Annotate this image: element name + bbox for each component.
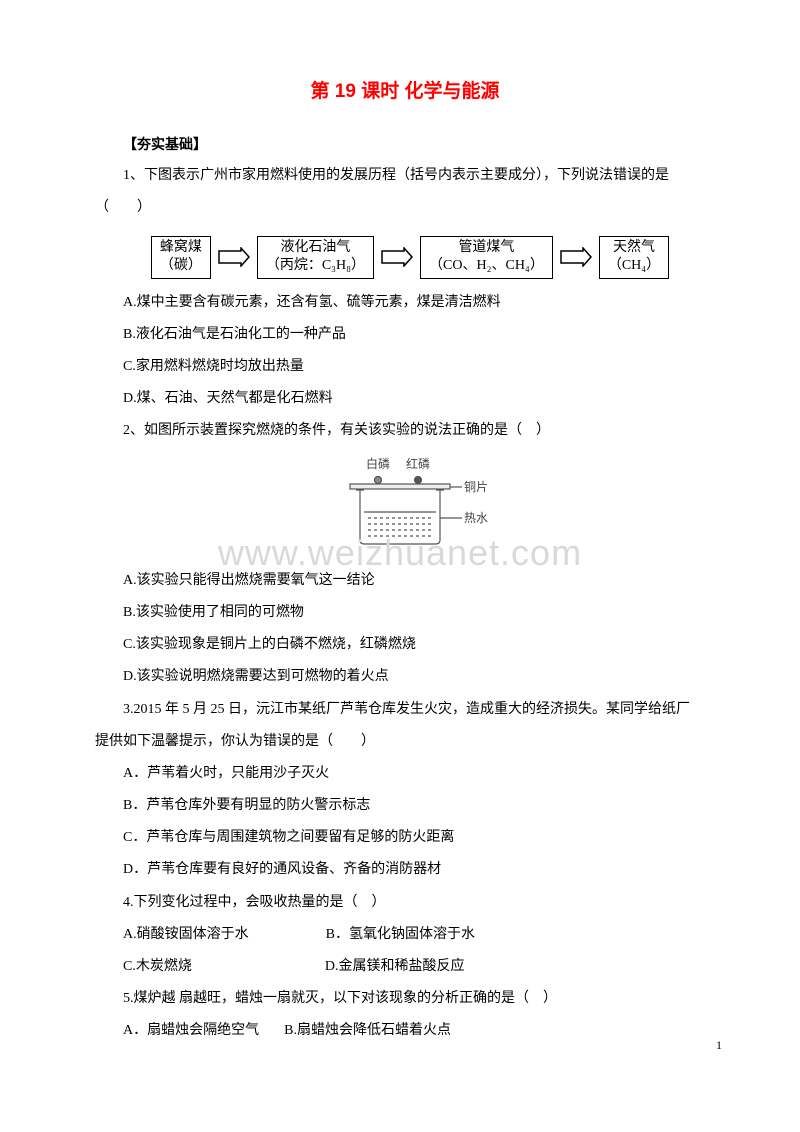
page-title: 第 19 课时 化学与能源 — [95, 70, 715, 114]
q4-stem: 4.下列变化过程中，会吸收热量的是（ ） — [95, 887, 715, 919]
q3-optC: C．芦苇仓库与周围建筑物之间要留有足够的防火距离 — [95, 822, 715, 854]
flow-box-label: （CH₄） — [608, 257, 660, 275]
q5-line1: A．扇蜡烛会隔绝空气 B.扇蜡烛会降低石蜡着火点 — [95, 1015, 715, 1047]
q1-optC: C.家用燃料燃烧时均放出热量 — [95, 351, 715, 383]
section-head: 【夯实基础】 — [95, 128, 715, 160]
q1-stem: 1、下图表示广州市家用燃料使用的发展历程（括号内表示主要成分），下列说法错误的是… — [95, 160, 715, 224]
q4-line1: A.硝酸铵固体溶于水 B．氢氧化钠固体溶于水 — [95, 919, 715, 951]
flow-box-label: 管道煤气 — [429, 239, 544, 257]
flow-box-3: 管道煤气 （CO、H₂、CH₄） — [420, 236, 553, 278]
label-reshui: 热水 — [464, 511, 488, 525]
q4-optC: C.木炭燃烧 — [123, 959, 192, 974]
q1-optB: B.液化石油气是石油化工的一种产品 — [95, 319, 715, 351]
q2-optD: D.该实验说明燃烧需要达到可燃物的着火点 — [95, 661, 715, 693]
label-honglin: 红磷 — [406, 456, 430, 471]
flow-box-2: 液化石油气 （丙烷：C₃H₈） — [257, 236, 374, 278]
flow-box-label: 液化石油气 — [266, 239, 365, 257]
q5-optB: B.扇蜡烛会降低石蜡着火点 — [284, 1023, 451, 1038]
flow-box-label: 蜂窝煤 — [160, 239, 202, 257]
label-tongpian: 铜片 — [464, 479, 488, 494]
q2-optB: B.该实验使用了相同的可燃物 — [95, 597, 715, 629]
arrow-icon — [559, 247, 593, 267]
q2-figure: 白磷 红磷 铜片 热水 — [95, 454, 715, 563]
q2-optA: A.该实验只能得出燃烧需要氧气这一结论 — [95, 565, 715, 597]
q2-optC: C.该实验现象是铜片上的白磷不燃烧，红磷燃烧 — [95, 629, 715, 661]
flow-box-label: （丙烷：C₃H₈） — [266, 257, 365, 275]
flow-box-label: （碳） — [160, 257, 202, 275]
q1-optD: D.煤、石油、天然气都是化石燃料 — [95, 383, 715, 415]
arrow-icon — [217, 247, 251, 267]
arrow-icon — [380, 247, 414, 267]
q3-optD: D．芦苇仓库要有良好的通风设备、齐备的消防器材 — [95, 854, 715, 886]
q4-line2: C.木炭燃烧 D.金属镁和稀盐酸反应 — [95, 951, 715, 983]
q5-stem: 5.煤炉越 扇越旺，蜡烛一扇就灭，以下对该现象的分析正确的是（ ） — [95, 983, 715, 1015]
q3-stem-a: 3.2015 年 5 月 25 日，沅江市某纸厂芦苇仓库发生火灾，造成重大的经济… — [95, 694, 715, 726]
label-bailin: 白磷 — [366, 456, 390, 471]
q4-optD: D.金属镁和稀盐酸反应 — [325, 959, 465, 974]
q3-stem-b: 提供如下温馨提示，你认为错误的是（ ） — [95, 726, 715, 758]
q2-stem: 2、如图所示装置探究燃烧的条件，有关该实验的说法正确的是（ ） — [95, 415, 715, 447]
q1-optA: A.煤中主要含有碳元素，还含有氢、硫等元素，煤是清洁燃料 — [95, 287, 715, 319]
flow-box-label: （CO、H₂、CH₄） — [429, 257, 544, 275]
q5-optA: A．扇蜡烛会隔绝空气 — [123, 1023, 259, 1038]
page: www.weizhuanet.com 第 19 课时 化学与能源 【夯实基础】 … — [0, 0, 800, 1088]
q4-optA: A.硝酸铵固体溶于水 — [123, 927, 249, 942]
q3-optA: A．芦苇着火时，只能用沙子灭火 — [95, 758, 715, 790]
q4-optB: B．氢氧化钠固体溶于水 — [326, 927, 475, 942]
q3-optB: B．芦苇仓库外要有明显的防火警示标志 — [95, 790, 715, 822]
flow-box-label: 天然气 — [608, 239, 660, 257]
page-number: 1 — [716, 1032, 722, 1060]
q1-flow-diagram: 蜂窝煤 （碳） 液化石油气 （丙烷：C₃H₈） 管道煤气 （CO、H₂、CH₄）… — [105, 236, 715, 278]
flow-box-1: 蜂窝煤 （碳） — [151, 236, 211, 278]
flow-box-4: 天然气 （CH₄） — [599, 236, 669, 278]
